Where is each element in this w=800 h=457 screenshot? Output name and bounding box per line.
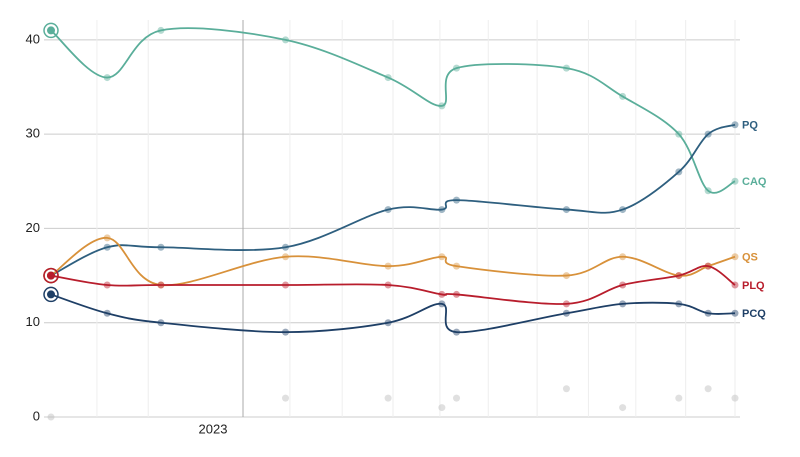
series-label: PLQ (742, 280, 765, 292)
y-tick-label: 30 (26, 126, 40, 141)
start-marker (43, 267, 59, 284)
series-label: CAQ (742, 176, 767, 188)
series-label: PQ (742, 120, 758, 132)
y-tick-label: 0 (33, 408, 40, 423)
poll-dot (562, 385, 570, 393)
poll-dot (384, 394, 392, 402)
start-marker-dot (47, 290, 55, 299)
series-label: QS (742, 252, 758, 264)
trend-line (50, 265, 736, 305)
trend-line (50, 123, 736, 277)
x-tick-label: 2023 (199, 421, 228, 436)
start-marker (43, 22, 59, 39)
trend-line (50, 293, 736, 334)
poll-dot (453, 394, 461, 402)
start-marker-dot (47, 271, 55, 280)
poll-dot (731, 394, 739, 402)
start-marker (43, 286, 59, 303)
poll-dot (619, 404, 627, 412)
poll-dot (675, 394, 683, 402)
poll-dot (282, 394, 290, 402)
trend-line (50, 27, 736, 194)
poll-dot (704, 385, 712, 393)
poll-dot (438, 404, 446, 412)
y-tick-label: 10 (26, 314, 40, 329)
y-tick-label: 20 (26, 220, 40, 235)
series-label: PCQ (742, 308, 766, 320)
poll-dot (47, 413, 55, 421)
y-tick-label: 40 (26, 31, 40, 46)
start-marker-dot (47, 26, 55, 35)
